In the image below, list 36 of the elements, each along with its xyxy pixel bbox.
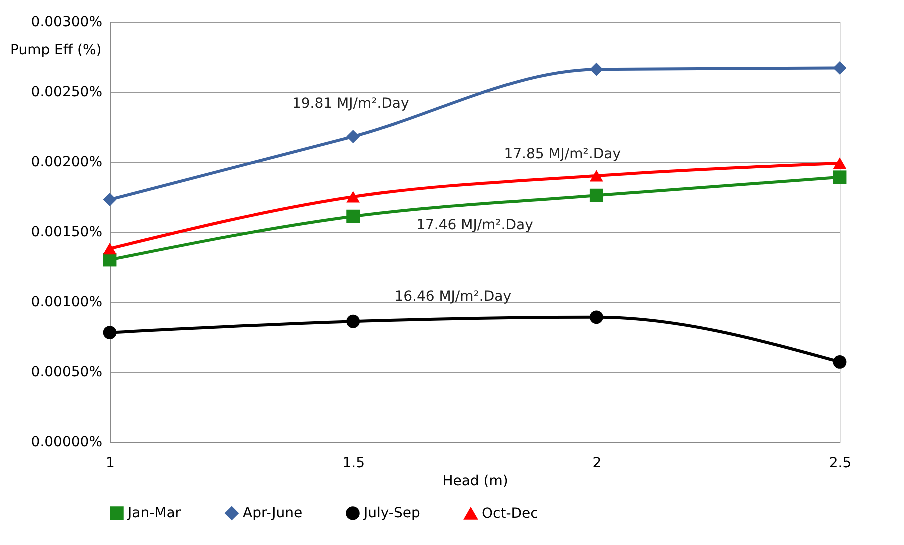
x-tick-label: 1 [106,456,115,472]
y-tick-label: 0.00300% [31,14,102,30]
point [590,188,604,202]
point [103,242,117,255]
point [346,210,360,224]
point [346,191,360,203]
x-tick-label: 2 [592,456,602,472]
annotation: 16.46 MJ/m².Day [394,289,512,306]
point [346,314,360,328]
point [103,193,117,207]
legend-label: Apr-June [243,505,303,522]
point [833,356,847,369]
y-tick-label: 0.00100% [31,294,102,310]
point [590,310,604,324]
y-tick-label: 0.00050% [31,364,102,380]
x-axis-title: Head (m) [442,474,508,490]
y-tick-label: 0.00250% [31,84,102,100]
legend-label: Jan-Mar [127,505,182,522]
point [590,62,604,76]
point [833,170,847,184]
annotation: 17.85 MJ/m².Day [504,146,622,162]
annotation: 17.46 MJ/m².Day [416,218,534,234]
y-tick-label: 0.00200% [31,154,102,170]
point [346,130,360,144]
y-tick-label: 0.00000% [31,434,102,450]
x-tick-label: 2.5 [829,456,852,472]
y-tick-label: 0.00150% [31,224,102,240]
x-tick-label: 1.5 [342,456,365,472]
annotation: 19.81 MJ/m².Day [292,96,410,112]
y-axis-title: Pump Eff (%) [10,42,102,58]
point [833,61,847,75]
legend-label: Oct-Dec [482,506,538,522]
point [103,326,117,340]
point [833,158,847,170]
point [590,170,604,182]
legend-label: July-Sep [363,505,420,522]
